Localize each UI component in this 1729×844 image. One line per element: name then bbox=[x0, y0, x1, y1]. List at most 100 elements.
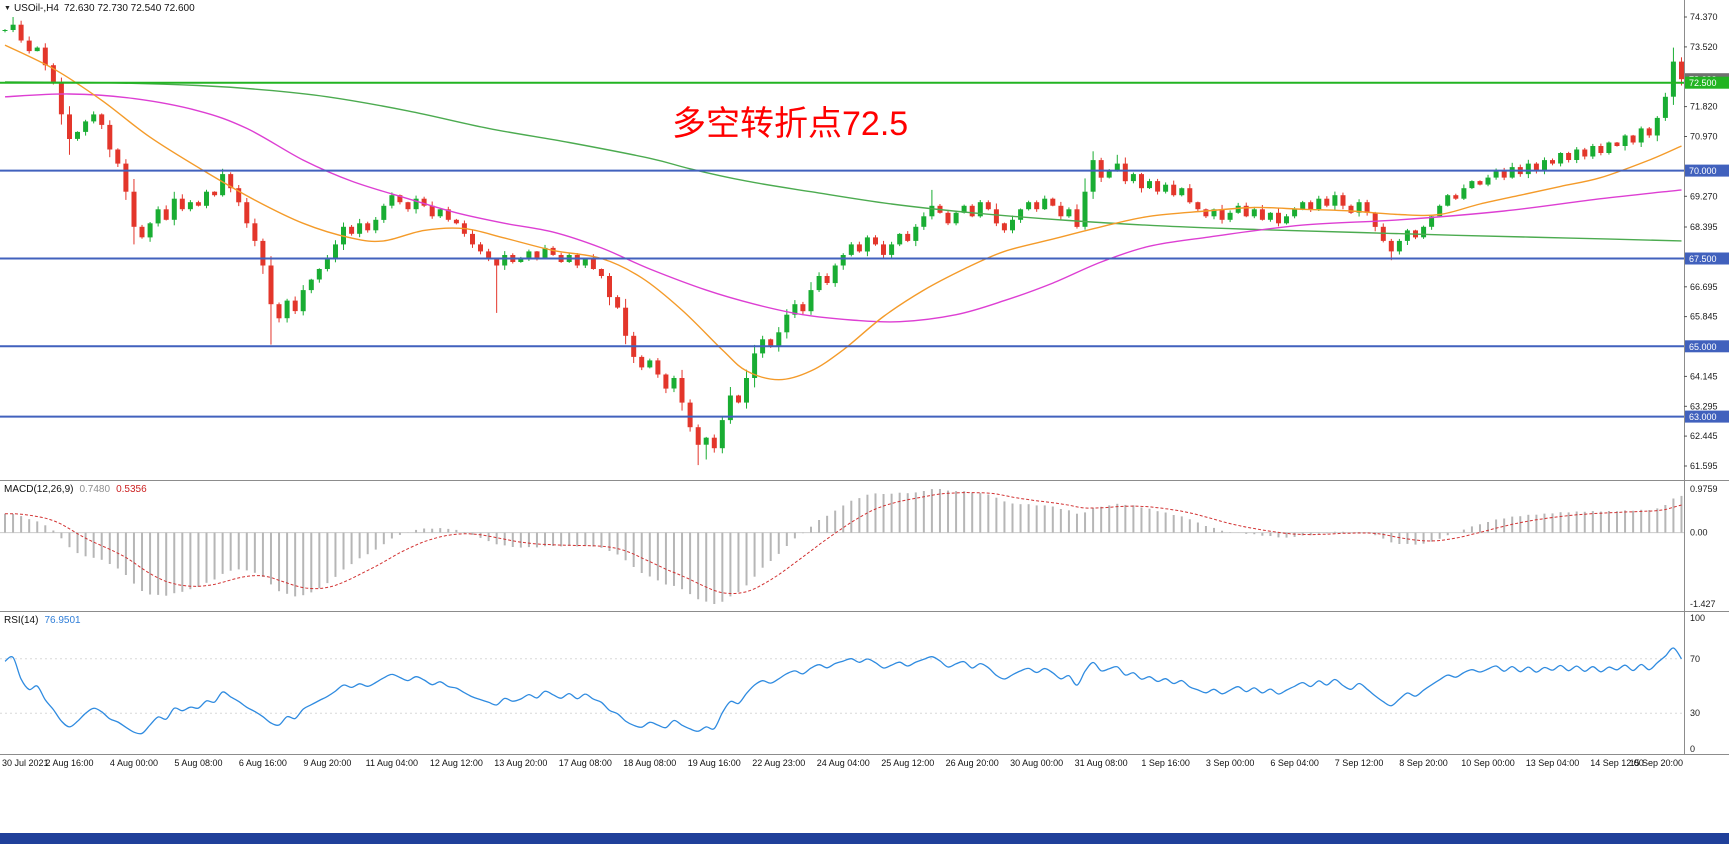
candle-body bbox=[1106, 170, 1112, 178]
candle-body bbox=[679, 378, 685, 403]
price-badge bbox=[1685, 410, 1729, 423]
candle-body bbox=[1670, 61, 1676, 97]
candle-body bbox=[776, 332, 782, 347]
candle-body bbox=[26, 40, 32, 52]
price-badge-label: 67.500 bbox=[1689, 254, 1717, 264]
candle-body bbox=[1308, 202, 1314, 210]
candle-body bbox=[744, 378, 749, 403]
time-label: 3 Sep 00:00 bbox=[1205, 758, 1255, 768]
candle-body bbox=[99, 114, 105, 125]
macd-signal-value: 0.5356 bbox=[116, 484, 147, 495]
candle-body bbox=[1582, 149, 1588, 157]
candle-body bbox=[598, 269, 604, 276]
candles-layer bbox=[2, 17, 1684, 466]
price-axis-label: 68.395 bbox=[1690, 222, 1718, 232]
rsi-panel[interactable]: 100 70 30 0 bbox=[0, 612, 1729, 755]
rsi-axis-label: 30 bbox=[1690, 708, 1700, 718]
candle-body bbox=[873, 237, 878, 245]
annotation-text: 多空转折点72.5 bbox=[672, 105, 909, 143]
time-label: 30 Aug 00:00 bbox=[1010, 758, 1064, 768]
candle-body bbox=[349, 226, 355, 234]
rsi-value: 76.9501 bbox=[44, 615, 81, 626]
price-badge bbox=[1685, 164, 1729, 177]
candle-body bbox=[10, 24, 16, 30]
candle-body bbox=[34, 47, 40, 52]
time-label: 22 Aug 23:00 bbox=[752, 758, 806, 768]
candle-body bbox=[91, 114, 97, 122]
candle-body bbox=[2, 30, 8, 31]
candle-body bbox=[1042, 198, 1048, 210]
candle-body bbox=[67, 114, 72, 139]
candle-body bbox=[993, 209, 999, 224]
candle-body bbox=[1485, 177, 1491, 185]
candle-body bbox=[1026, 202, 1032, 210]
price-badge-label: 70.000 bbox=[1689, 166, 1717, 176]
candle-body bbox=[889, 244, 895, 255]
macd-label: MACD(12,26,9) 0.7480 0.5356 bbox=[4, 484, 147, 495]
time-axis[interactable]: 30 Jul 2021 2 Aug 16:00 4 Aug 00:00 5 Aug 0… bbox=[0, 755, 1729, 773]
candle-body bbox=[881, 244, 886, 255]
price-axis-label: 65.845 bbox=[1690, 312, 1718, 322]
candle-body bbox=[1348, 205, 1354, 213]
candle-body bbox=[1501, 170, 1507, 178]
price-chart-panel[interactable]: 74.370 73.520 71.820 70.970 69.270 68.395 66.6… bbox=[0, 0, 1729, 481]
candle-body bbox=[429, 205, 435, 217]
candle-body bbox=[1074, 209, 1080, 227]
candle-body bbox=[816, 276, 822, 291]
time-label: 19 Aug 16:00 bbox=[687, 758, 741, 768]
candle-body bbox=[969, 205, 975, 217]
candle-body bbox=[768, 339, 774, 347]
candle-body bbox=[1066, 209, 1072, 217]
candle-body bbox=[75, 131, 80, 139]
macd-histogram-layer bbox=[4, 489, 1683, 604]
candle-body bbox=[1155, 181, 1161, 192]
candle-body bbox=[687, 402, 693, 428]
moving-averages-layer bbox=[4, 44, 1682, 381]
candle-body bbox=[1477, 181, 1483, 185]
price-axis-label: 73.520 bbox=[1690, 42, 1718, 52]
candle-body bbox=[1001, 223, 1007, 231]
macd-axis-label: 0.9759 bbox=[1690, 484, 1718, 494]
time-label: 10 Sep 00:00 bbox=[1461, 758, 1515, 768]
time-label: 13 Aug 20:00 bbox=[494, 758, 548, 768]
candle-body bbox=[1211, 209, 1217, 217]
candle-body bbox=[1396, 240, 1402, 252]
candle-body bbox=[929, 205, 935, 217]
candle-body bbox=[445, 209, 451, 220]
candle-body bbox=[1098, 160, 1104, 178]
price-axis-label: 74.370 bbox=[1690, 12, 1718, 22]
candle-body bbox=[244, 202, 250, 224]
candle-body bbox=[1130, 174, 1136, 182]
candle-body bbox=[1493, 170, 1499, 178]
candle-body bbox=[1332, 195, 1338, 206]
candle-body bbox=[1251, 209, 1257, 217]
candle-body bbox=[897, 233, 903, 245]
candle-body bbox=[1179, 188, 1185, 196]
candle-body bbox=[1437, 205, 1443, 217]
candle-body bbox=[1114, 163, 1120, 171]
candle-body bbox=[1654, 117, 1660, 136]
candle-body bbox=[1292, 209, 1298, 217]
candle-body bbox=[1445, 195, 1451, 206]
candle-body bbox=[639, 356, 645, 368]
time-label: 25 Aug 12:00 bbox=[881, 758, 935, 768]
rsi-label: RSI(14) 76.9501 bbox=[4, 615, 81, 626]
time-label: 15 Sep 20:00 bbox=[1629, 758, 1683, 768]
time-label: 6 Aug 16:00 bbox=[238, 758, 287, 768]
candle-body bbox=[486, 251, 492, 259]
candle-body bbox=[1018, 209, 1024, 220]
candle-body bbox=[397, 195, 403, 203]
candle-body bbox=[453, 219, 459, 224]
candle-body bbox=[1638, 128, 1644, 143]
candle-body bbox=[421, 198, 427, 206]
candle-body bbox=[1058, 205, 1064, 217]
price-badge bbox=[1685, 340, 1729, 353]
candle-body bbox=[864, 237, 870, 252]
taskbar[interactable] bbox=[0, 833, 1729, 844]
time-label: 11 Aug 04:00 bbox=[365, 758, 419, 768]
candle-body bbox=[163, 209, 169, 220]
macd-panel[interactable]: 0.9759 0.00 -1.427 bbox=[0, 481, 1729, 612]
time-label: 12 Aug 12:00 bbox=[429, 758, 483, 768]
price-badge-label: 65.000 bbox=[1689, 342, 1717, 352]
time-label: 24 Aug 04:00 bbox=[816, 758, 870, 768]
